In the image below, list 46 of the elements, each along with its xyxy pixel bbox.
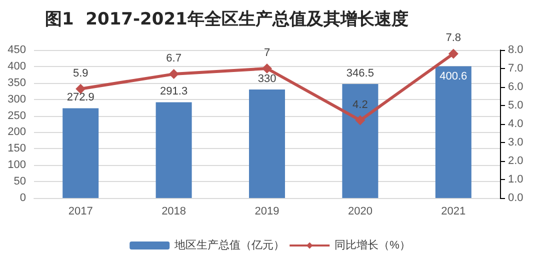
point [168,69,179,80]
x-tick-label: 2019 [254,206,280,218]
legend-label: 地区生产总值（亿元） [174,238,285,252]
data-label: 346.5 [346,68,374,80]
chart-title: 图1 2017-2021年全区生产总值及其增长速度 [45,10,408,30]
y2-tick-label: 4.0 [508,118,524,130]
data-label: 6.7 [166,52,182,65]
data-label: 5.9 [72,67,88,80]
y-tick-label: 300 [8,93,26,106]
x-tick-label: 2018 [162,206,186,218]
y-tick-label: 250 [8,110,26,122]
y-tick-label: 350 [8,76,26,89]
y-tick-label: 400 [8,60,26,72]
legend-label: 同比增长（%） [334,238,410,252]
y2-tick-label: 5.0 [508,100,524,112]
data-label: 291.3 [160,86,188,98]
data-label: 272.9 [66,92,94,104]
bar [342,84,378,198]
y-tick-label: 200 [8,126,26,138]
bar [249,89,285,198]
data-label: 7 [264,47,270,59]
data-label: 330 [258,72,276,85]
y2-tick-label: 7.0 [508,62,524,74]
y-tick-label: 100 [8,159,26,172]
data-label: 400.6 [440,70,468,83]
point [262,64,272,74]
y2-tick-label: 1.0 [508,174,524,186]
y2-tick-label: 3.0 [508,136,524,148]
y2-tick-label: 6.0 [508,81,524,93]
y-tick-label: 450 [8,44,26,56]
y-tick-label: 150 [8,142,26,155]
point [448,48,458,59]
y-tick-label: 50 [14,176,26,188]
x-tick-label: 2020 [348,206,372,218]
x-tick-label: 2021 [441,206,466,218]
y2-tick-label: 2.0 [508,155,524,167]
point [355,115,366,126]
bar [156,102,192,198]
bar [62,108,99,198]
y2-tick-label: 0.0 [508,192,524,204]
data-label: 4.2 [352,98,368,111]
data-label: 7.8 [446,32,462,44]
x-tick-label: 2017 [68,206,93,218]
y2-tick-label: 8.0 [508,44,524,56]
y-tick-label: 0 [20,192,26,204]
bar [435,66,472,198]
